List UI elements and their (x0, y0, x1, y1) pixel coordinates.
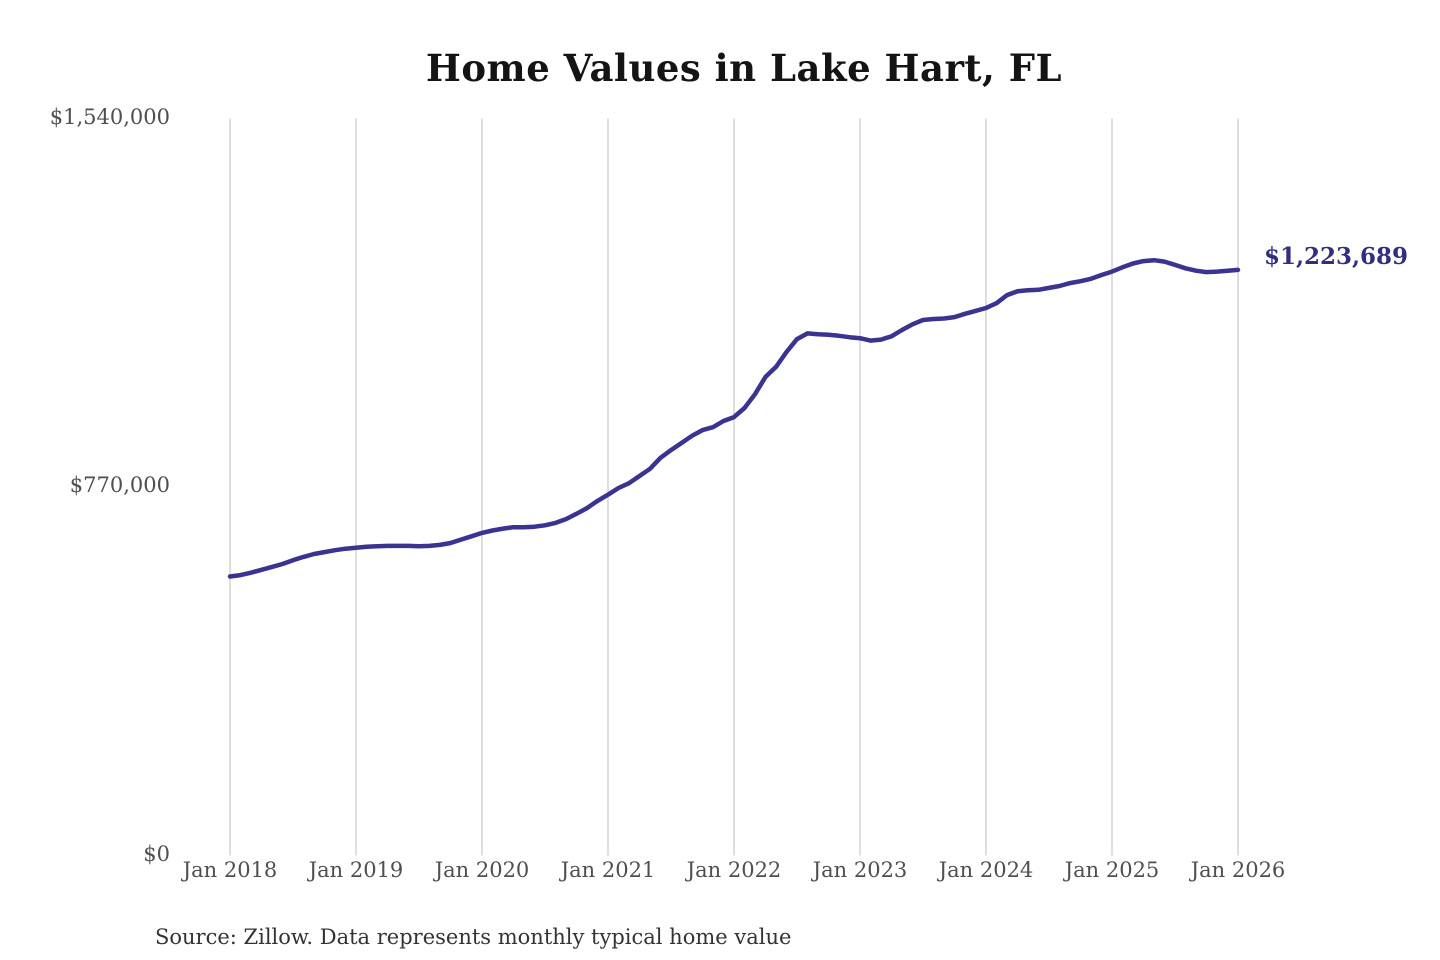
x-axis-tick-label: Jan 2024 (938, 858, 1034, 882)
chart-title: Home Values in Lake Hart, FL (425, 46, 1063, 90)
x-axis-tick-label: Jan 2020 (434, 858, 530, 882)
home-value-line (227, 257, 1241, 579)
x-axis-tick-label: Jan 2019 (308, 858, 404, 882)
y-axis-tick-label: $0 (143, 841, 170, 866)
x-axis-tick-label: Jan 2021 (560, 858, 656, 882)
end-value-label: $1,223,689 (1264, 243, 1409, 270)
x-axis-tick-label: Jan 2022 (686, 858, 782, 882)
source-note: Source: Zillow. Data represents monthly … (155, 925, 792, 949)
x-axis-tick-label: Jan 2018 (182, 858, 278, 882)
x-axis-tick-label: Jan 2025 (1064, 858, 1160, 882)
y-axis-tick-label: $770,000 (69, 473, 170, 497)
x-axis-tick-label: Jan 2023 (812, 858, 908, 882)
y-axis-tick-label: $1,540,000 (49, 104, 170, 129)
x-axis-tick-label: Jan 2026 (1190, 858, 1286, 882)
